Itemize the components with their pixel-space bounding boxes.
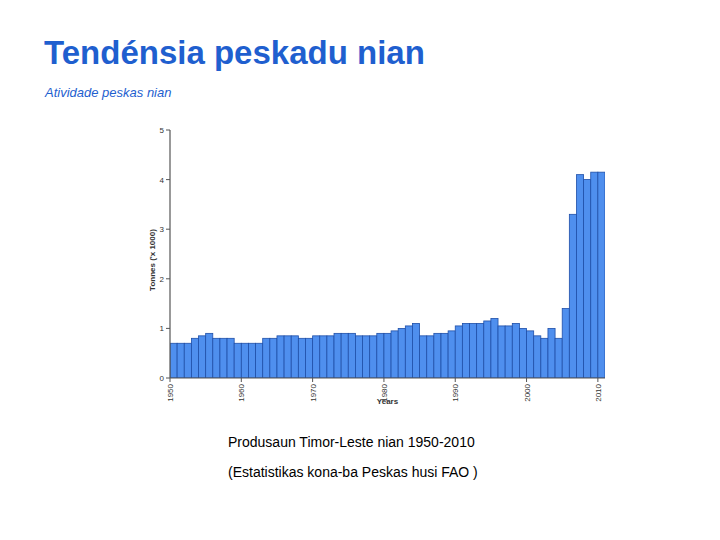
- bar: [227, 338, 234, 378]
- bar: [512, 323, 519, 378]
- bar: [334, 333, 341, 378]
- y-tick: [166, 229, 170, 230]
- subtitle: Atividade peskas nian: [44, 85, 171, 100]
- bar: [519, 328, 526, 378]
- y-tick: [166, 130, 170, 131]
- bar: [305, 338, 312, 378]
- bar: [498, 326, 505, 378]
- bars: [170, 172, 605, 378]
- bar: [191, 338, 198, 378]
- x-tick-label: 1950: [166, 383, 175, 401]
- bar: [355, 336, 362, 378]
- bar: [470, 323, 477, 378]
- bar: [263, 338, 270, 378]
- x-tick: [383, 378, 384, 382]
- bar: [320, 336, 327, 378]
- bar: [377, 333, 384, 378]
- bar: [477, 323, 484, 378]
- x-tick-label: 2000: [523, 383, 532, 401]
- bar: [270, 338, 277, 378]
- x-tick-label: 1970: [309, 383, 318, 401]
- y-tick: [166, 378, 170, 379]
- bar: [298, 338, 305, 378]
- bar: [505, 326, 512, 378]
- y-tick-label: 0: [160, 374, 165, 383]
- bar: [206, 333, 213, 378]
- bar: [213, 338, 220, 378]
- y-axis: [169, 130, 170, 378]
- y-tick-label: 3: [160, 225, 165, 234]
- bar: [199, 336, 206, 378]
- y-tick-label: 2: [160, 275, 165, 284]
- bar: [412, 323, 419, 378]
- bar: [555, 338, 562, 378]
- x-tick: [312, 378, 313, 382]
- bar: [220, 338, 227, 378]
- y-axis-label: Tonnes ('x 1000): [148, 229, 157, 291]
- x-tick: [455, 378, 456, 382]
- bar: [569, 214, 576, 378]
- bar: [256, 343, 263, 378]
- caption: Produsaun Timor-Leste nian 1950-2010: [228, 434, 475, 450]
- x-tick: [170, 378, 171, 382]
- bar: [405, 326, 412, 378]
- bar: [234, 343, 241, 378]
- bar: [370, 336, 377, 378]
- bar: [591, 172, 598, 378]
- bar: [491, 318, 498, 378]
- bar: [177, 343, 184, 378]
- x-tick-label: 1960: [237, 383, 246, 401]
- bar: [420, 336, 427, 378]
- y-tick: [166, 328, 170, 329]
- bar: [341, 333, 348, 378]
- title: Tendénsia peskadu nian: [44, 34, 425, 71]
- canvas: Tendénsia peskadu nian Atividade peskas n…: [0, 0, 720, 540]
- bar: [562, 309, 569, 378]
- x-tick: [526, 378, 527, 382]
- bar: [527, 331, 534, 378]
- bar: [313, 336, 320, 378]
- bar: [248, 343, 255, 378]
- bar: [184, 343, 191, 378]
- y-tick-label: 5: [160, 126, 165, 135]
- bar: [327, 336, 334, 378]
- bar: [541, 338, 548, 378]
- y-tick: [166, 278, 170, 279]
- bar: [241, 343, 248, 378]
- bar: [534, 336, 541, 378]
- bar: [291, 336, 298, 378]
- bar: [363, 336, 370, 378]
- bar: [455, 326, 462, 378]
- bar: [284, 336, 291, 378]
- bar: [548, 328, 555, 378]
- bar: [576, 175, 583, 378]
- bar: [484, 321, 491, 378]
- x-axis: [170, 377, 605, 378]
- x-tick: [597, 378, 598, 382]
- y-tick-label: 4: [160, 176, 165, 185]
- bar: [348, 333, 355, 378]
- bar: [434, 333, 441, 378]
- bar: [384, 333, 391, 378]
- bar: [277, 336, 284, 378]
- bar: [170, 343, 177, 378]
- plot-area: [170, 130, 605, 378]
- bar: [584, 180, 591, 378]
- bar: [427, 336, 434, 378]
- x-axis-label: Years: [377, 397, 399, 406]
- x-tick-label: 2010: [594, 383, 603, 401]
- bar: [398, 328, 405, 378]
- caption: (Estatistikas kona-ba Peskas husi FAO ): [228, 464, 478, 480]
- bar: [462, 323, 469, 378]
- slide: Tendénsia peskadu nian Atividade peskas n…: [0, 0, 720, 540]
- y-tick-label: 1: [160, 324, 165, 333]
- bar: [598, 172, 605, 378]
- bar: [391, 331, 398, 378]
- bar: [448, 331, 455, 378]
- x-tick-label: 1990: [451, 383, 460, 401]
- y-tick: [166, 179, 170, 180]
- x-tick: [241, 378, 242, 382]
- bar: [441, 333, 448, 378]
